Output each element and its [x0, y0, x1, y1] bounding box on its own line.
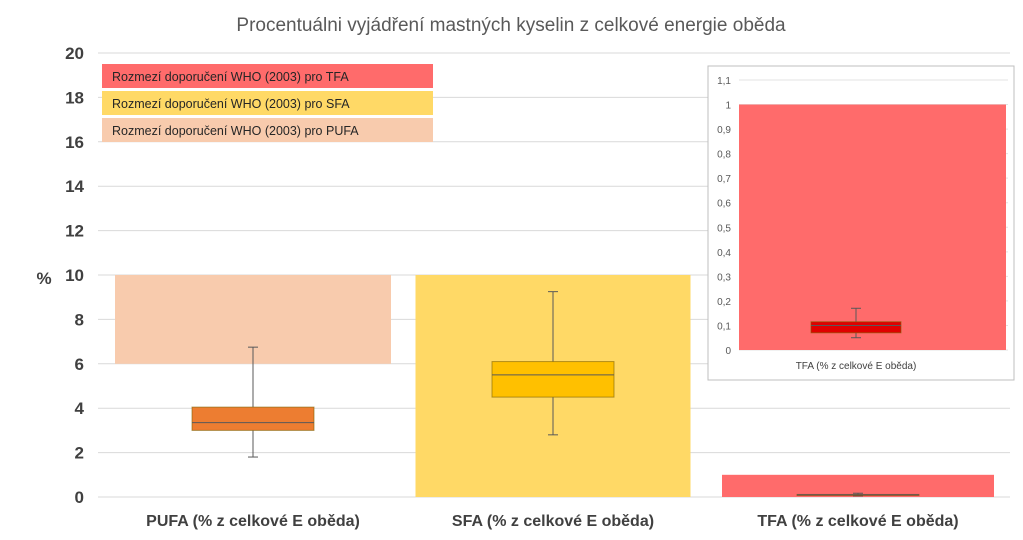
y-axis-label: %	[36, 269, 51, 288]
legend-swatch	[102, 64, 433, 88]
inset-y-tick-label: 0,3	[717, 272, 731, 283]
inset-y-tick-label: 0,5	[717, 223, 731, 234]
y-tick-label: 14	[65, 177, 84, 196]
chart-title: Procentuálni vyjádření mastných kyselin …	[236, 15, 786, 36]
x-category-label: PUFA (% z celkové E oběda)	[146, 513, 360, 530]
inset-y-tick-label: 0	[725, 346, 731, 357]
inset-who-range-tfa	[739, 104, 1006, 350]
inset-tfa-box	[810, 307, 902, 339]
y-tick-label: 20	[65, 44, 84, 63]
inset-y-tick-label: 1	[725, 101, 731, 112]
inset-y-tick-label: 0,7	[717, 174, 731, 185]
inset-y-tick-label: 0,1	[717, 321, 731, 332]
inset-y-tick-label: 1,1	[717, 76, 731, 87]
y-tick-label: 10	[65, 266, 84, 285]
inset-y-tick-label: 0,9	[717, 125, 731, 136]
who-range-tfa	[722, 474, 994, 497]
inset-y-tick-label: 0,2	[717, 297, 731, 308]
inset-tfa-iqr-box	[810, 321, 902, 334]
legend-label: Rozmezí doporučení WHO (2003) pro PUFA	[112, 124, 359, 138]
x-category-label: TFA (% z celkové E oběda)	[757, 513, 958, 530]
y-tick-label: 8	[75, 310, 84, 329]
y-tick-label: 18	[65, 88, 84, 107]
legend-label: Rozmezí doporučení WHO (2003) pro SFA	[112, 97, 350, 111]
inset-chart: 0 0,1 0,2 0,3 0,4 0,5 0,6 0,7 0,8 0,9 1 1,1 TFA (% z…	[707, 65, 1015, 381]
legend-label: Rozmezí doporučení WHO (2003) pro TFA	[112, 70, 349, 84]
x-axis-categories: PUFA (% z celkové E oběda) SFA (% z celko…	[146, 513, 958, 530]
legend-swatch	[102, 91, 433, 115]
boxes	[191, 291, 920, 497]
inset-y-tick-label: 0,8	[717, 150, 731, 161]
y-tick-label: 16	[65, 133, 84, 152]
pufa-iqr-box	[191, 406, 315, 431]
inset-y-tick-label: 0,4	[717, 248, 731, 259]
sfa-iqr-box	[491, 361, 615, 398]
inset-category-label: TFA (% z celkové E oběda)	[796, 361, 917, 372]
y-tick-label: 0	[75, 488, 84, 507]
legend: Rozmezí doporučení WHO (2003) pro TFA Roz…	[102, 64, 433, 142]
y-tick-label: 4	[75, 399, 85, 418]
pufa-box	[191, 346, 315, 458]
sfa-box	[491, 291, 615, 436]
inset-y-tick-label: 0,6	[717, 199, 731, 210]
y-tick-label: 2	[75, 444, 84, 463]
y-tick-label: 6	[75, 355, 84, 374]
y-axis-ticks: 0 2 4 6 8 10 12 14 16 18 20	[65, 44, 84, 507]
y-tick-label: 12	[65, 222, 84, 241]
legend-swatch	[102, 118, 433, 142]
tfa-box	[796, 492, 920, 497]
x-category-label: SFA (% z celkové E oběda)	[452, 513, 654, 530]
